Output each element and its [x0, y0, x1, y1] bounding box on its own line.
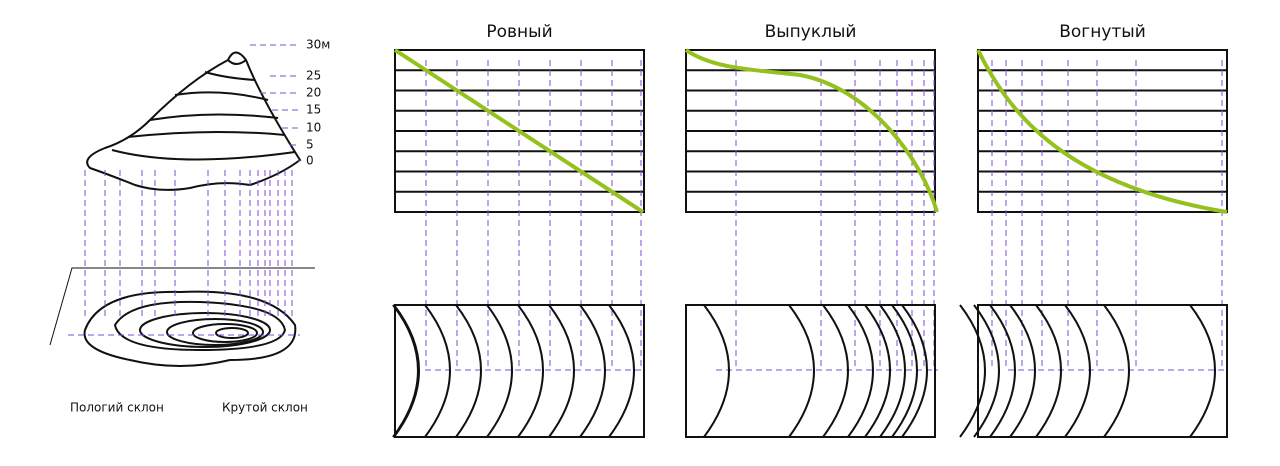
level-label: 0	[306, 154, 314, 168]
plan-box	[977, 304, 1228, 438]
contour-arc	[703, 304, 730, 438]
contour-arc	[608, 304, 635, 438]
contour-arc	[822, 304, 849, 438]
contour-arc	[579, 304, 606, 438]
plan-box	[394, 304, 645, 438]
slope-curve	[684, 48, 939, 213]
level-label: 10	[306, 121, 321, 135]
contour-arc	[973, 304, 1000, 438]
contour-arc	[788, 304, 815, 438]
level-label: 20	[306, 86, 321, 100]
contour-arc	[879, 304, 906, 438]
contour-map	[49, 267, 315, 367]
contour-arc	[486, 304, 513, 438]
contour-arc	[891, 304, 918, 438]
slope-curve	[976, 49, 1228, 214]
level-label: 5	[306, 138, 314, 152]
contour-arc	[548, 304, 575, 438]
contour-arc	[1103, 304, 1130, 438]
slope-curve	[393, 48, 645, 214]
contour-arc	[424, 304, 451, 438]
contour-arc	[1064, 304, 1091, 438]
contour-arc	[864, 304, 891, 438]
level-label: 15	[306, 103, 321, 117]
contour-arc	[1009, 304, 1036, 438]
contour-arc	[393, 304, 420, 438]
contour-arc	[989, 304, 1016, 438]
contour-arc	[1189, 304, 1216, 438]
panel-title: Выпуклый	[765, 22, 857, 42]
contour-arc	[517, 304, 544, 438]
contour-arc	[847, 304, 874, 438]
mountain-drawing	[86, 51, 302, 191]
panel-title: Вогнутый	[1059, 22, 1146, 42]
contour-arc	[455, 304, 482, 438]
level-label: 25	[306, 69, 321, 83]
plan-box	[685, 304, 936, 438]
level-label: 30м	[306, 38, 330, 52]
panel-title: Ровный	[486, 22, 552, 42]
contour-arc	[901, 304, 928, 438]
contour-arc	[959, 304, 986, 438]
caption-steep: Крутой склон	[222, 401, 308, 415]
caption-gentle: Пологий склон	[70, 401, 164, 415]
contour-arc	[1035, 304, 1062, 438]
